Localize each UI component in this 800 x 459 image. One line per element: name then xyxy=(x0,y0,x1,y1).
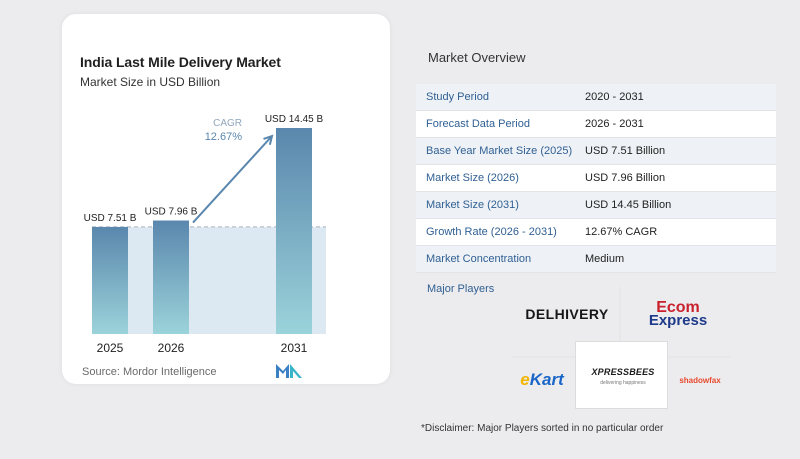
bar-value-label: USD 7.51 B xyxy=(84,213,137,224)
chart-card: India Last Mile Delivery Market Market S… xyxy=(62,14,390,384)
overview-label: Growth Rate (2026 - 2031) xyxy=(426,226,557,238)
bar-chart: USD 7.51 B 2025 USD 7.96 B 2026 USD 14.45 B 2… xyxy=(84,114,326,355)
delhivery-logo: DELHIVERY xyxy=(525,306,609,322)
overview-label: Market Size (2026) xyxy=(426,172,519,184)
mordor-logo-icon xyxy=(276,364,302,378)
overview-value: 2026 - 2031 xyxy=(585,118,644,130)
bar-value-label: USD 7.96 B xyxy=(145,207,198,218)
bar xyxy=(92,226,128,334)
xpressbees-tagline: delivering happiness xyxy=(600,380,646,386)
overview-row: Market Size (2026) USD 7.96 Billion xyxy=(416,165,776,192)
overview-table: Study Period 2020 - 2031 Forecast Data P… xyxy=(416,84,776,273)
overview-label: Market Concentration xyxy=(426,253,532,265)
overview-value: USD 7.96 Billion xyxy=(585,172,666,184)
overview-label: Study Period xyxy=(426,91,489,103)
overview-label: Base Year Market Size (2025) xyxy=(426,145,573,157)
chart-title: India Last Mile Delivery Market xyxy=(80,54,281,70)
express-logo-word: Express xyxy=(648,312,708,329)
shadowfax-logo: shadowfax xyxy=(679,375,721,385)
overview-row: Market Size (2031) USD 14.45 Billion xyxy=(416,192,776,219)
cagr-arrow xyxy=(192,135,273,224)
major-players-label: Major Players xyxy=(427,283,495,295)
major-players-grid: DELHIVERY Ecom Express e Kart XPRESSBEES … xyxy=(512,287,730,409)
overview-value: Medium xyxy=(585,253,625,265)
overview-label: Market Size (2031) xyxy=(426,199,519,211)
ekart-logo: e Kart xyxy=(512,367,572,393)
chart-source: Source: Mordor Intelligence xyxy=(82,366,217,378)
x-tick-label: 2031 xyxy=(281,341,308,355)
ecom-express-logo: Ecom Express xyxy=(637,297,719,331)
overview-label: Forecast Data Period xyxy=(426,118,530,130)
x-tick-label: 2025 xyxy=(97,341,124,355)
cagr-arrow-head xyxy=(263,134,274,145)
overview-value: 2020 - 2031 xyxy=(585,91,644,103)
xpressbees-logo-word: XPRESSBEES xyxy=(591,367,655,377)
ecom-logo-word: Ecom xyxy=(656,299,700,316)
overview-row: Forecast Data Period 2026 - 2031 xyxy=(416,111,776,138)
cagr-value: 12.67% xyxy=(205,131,243,143)
overview-value: USD 14.45 Billion xyxy=(585,199,672,211)
overview-row: Growth Rate (2026 - 2031) 12.67% CAGR xyxy=(416,219,776,246)
players-grid-lines xyxy=(512,287,730,409)
ekart-logo-rest: Kart xyxy=(529,370,564,389)
overview-row: Base Year Market Size (2025) USD 7.51 Bi… xyxy=(416,138,776,165)
xpressbees-logo: XPRESSBEES delivering happiness xyxy=(580,365,666,391)
overview-row: Study Period 2020 - 2031 xyxy=(416,84,776,111)
bar xyxy=(153,220,189,334)
cagr-label: CAGR xyxy=(213,118,242,129)
x-tick-label: 2026 xyxy=(158,341,185,355)
chart-subtitle: Market Size in USD Billion xyxy=(80,75,221,89)
overview-title: Market Overview xyxy=(428,50,526,65)
disclaimer: *Disclaimer: Major Players sorted in no … xyxy=(421,423,664,434)
bar xyxy=(276,128,312,334)
overview-row: Market Concentration Medium xyxy=(416,246,776,273)
ekart-logo-e: e xyxy=(520,370,530,389)
overview-value: 12.67% CAGR xyxy=(585,226,658,238)
bar-value-label: USD 14.45 B xyxy=(265,114,324,125)
overview-value: USD 7.51 Billion xyxy=(585,145,666,157)
